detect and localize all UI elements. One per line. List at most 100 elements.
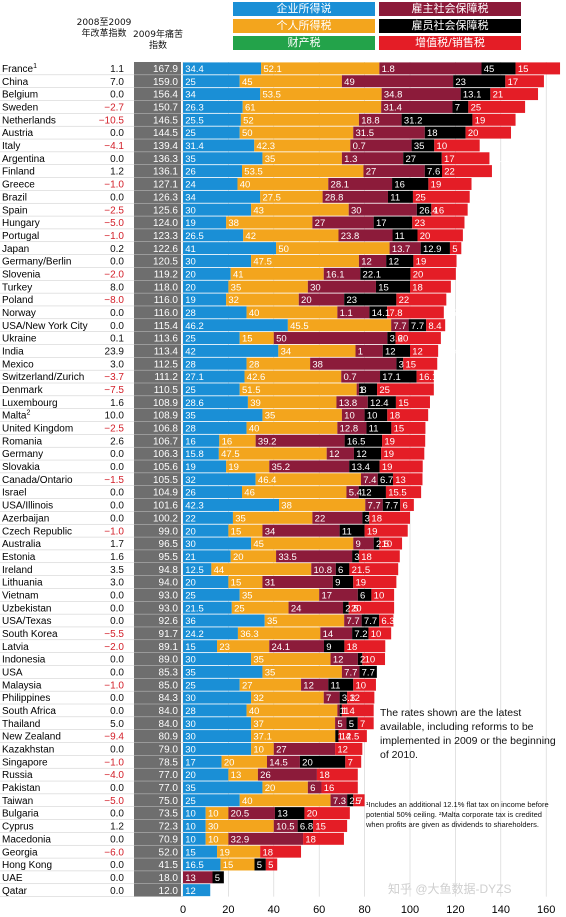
- change-value: 0.0: [110, 488, 124, 499]
- index-value: 123.3: [153, 231, 178, 242]
- bar-segment: [251, 255, 359, 267]
- bar-label: 16: [324, 783, 335, 794]
- bar-label: 28.1: [331, 180, 350, 191]
- bar-label: 24: [185, 180, 196, 191]
- bar-label: 35: [253, 655, 264, 666]
- bar-label: 8: [361, 385, 366, 396]
- bar-segment: [313, 819, 348, 832]
- bar-segment: [183, 229, 244, 242]
- bar-segment: [183, 627, 238, 640]
- bar-label: 5: [337, 719, 342, 730]
- bar-segment: [353, 576, 397, 588]
- bar-label: 13: [185, 873, 196, 884]
- bar-label: 17: [376, 218, 387, 229]
- bar-segment: [183, 640, 218, 653]
- bar-label: 6.8: [300, 822, 313, 833]
- bar-label: 20: [302, 757, 313, 768]
- bar-segment: [264, 614, 345, 627]
- bar-segment: [481, 62, 516, 75]
- bar-label: 7: [348, 757, 353, 768]
- bar-label: 12.8: [340, 424, 359, 435]
- bar-segment: [412, 190, 470, 203]
- bar-segment: [335, 742, 363, 755]
- bar-label: 47.5: [221, 449, 240, 460]
- bar-segment: [205, 807, 229, 820]
- bar-segment: [353, 126, 425, 139]
- bar-segment: [417, 229, 463, 242]
- bar-segment: [183, 319, 288, 332]
- country-label: Georgia: [2, 847, 38, 858]
- bar-segment: [387, 332, 396, 345]
- bar-label: 23: [346, 295, 357, 306]
- bar-segment: [337, 421, 367, 434]
- bar-label: 25: [446, 308, 457, 319]
- bar-label: 25: [471, 103, 482, 114]
- bar-segment: [339, 691, 348, 704]
- bar-segment: [183, 306, 247, 319]
- bar-segment: [183, 88, 261, 101]
- bar-segment: [312, 511, 363, 524]
- change-value: 0.0: [110, 90, 124, 101]
- country-label: Norway: [2, 308, 36, 319]
- bar-label: 7.8: [389, 308, 402, 319]
- bar-label: 20: [224, 757, 235, 768]
- country-label: South Africa: [2, 706, 56, 717]
- bar-label: 6: [310, 783, 315, 794]
- bar-segment: [348, 203, 417, 216]
- bar-label: 15: [405, 359, 416, 370]
- index-value: 113.6: [154, 334, 179, 345]
- index-value: 79.0: [159, 745, 179, 756]
- bar-label: 21: [492, 154, 503, 165]
- bar-label: 49: [344, 77, 355, 88]
- index-value: 85.3: [159, 668, 179, 679]
- bar-segment: [330, 794, 348, 807]
- change-value: −8.0: [104, 295, 124, 306]
- index-value: 78.5: [159, 757, 179, 768]
- bar-segment: [251, 730, 336, 743]
- bar-label: 20: [482, 141, 493, 152]
- bar-label: 12.4: [440, 347, 459, 358]
- bar-segment: [183, 742, 252, 755]
- bar-label: 28: [249, 359, 260, 370]
- bar-segment: [395, 332, 441, 345]
- bar-label: 20: [398, 334, 409, 345]
- bar-label: 19: [384, 436, 395, 447]
- legend-item: 增值税/销售税: [379, 36, 521, 50]
- index-value: 124.0: [153, 218, 178, 229]
- change-value: 0.0: [110, 321, 124, 332]
- bar-label: 22: [185, 513, 196, 524]
- bar-segment: [183, 434, 220, 447]
- index-value: 122.6: [153, 244, 178, 255]
- change-value: 0.0: [110, 603, 124, 614]
- change-value: 0.0: [110, 745, 124, 756]
- bar-segment: [183, 126, 240, 139]
- bar-segment: [228, 576, 263, 588]
- bar-segment: [251, 537, 354, 550]
- bar-segment: [261, 62, 380, 75]
- bar-label: 1.8: [382, 64, 395, 75]
- change-value: 0.0: [110, 693, 124, 704]
- bar-segment: [369, 306, 388, 319]
- bar-label: 32: [228, 295, 239, 306]
- bar-segment: [353, 447, 382, 460]
- bar-segment: [322, 190, 388, 203]
- bar-segment: [316, 768, 358, 781]
- bar-label: 25: [185, 334, 196, 345]
- bar-label: 24: [291, 603, 302, 614]
- bar-segment: [412, 216, 465, 229]
- bar-label: 28: [185, 308, 196, 319]
- bar-label: 15: [231, 578, 242, 589]
- bar-label: 21.5: [352, 565, 371, 576]
- bar-segment: [297, 819, 314, 832]
- bar-label: 12: [361, 488, 372, 499]
- bar-label: 5: [268, 860, 273, 871]
- bar-label: 15: [315, 822, 326, 833]
- bar-label: 20: [413, 269, 424, 280]
- bar-segment: [183, 113, 241, 126]
- bar-label: 34: [185, 192, 196, 203]
- bar-label: 7.7: [364, 616, 377, 627]
- bar-label: 11: [331, 680, 341, 691]
- bar-segment: [239, 678, 302, 691]
- bar-label: 2.5: [345, 603, 358, 614]
- bar-segment: [183, 794, 240, 807]
